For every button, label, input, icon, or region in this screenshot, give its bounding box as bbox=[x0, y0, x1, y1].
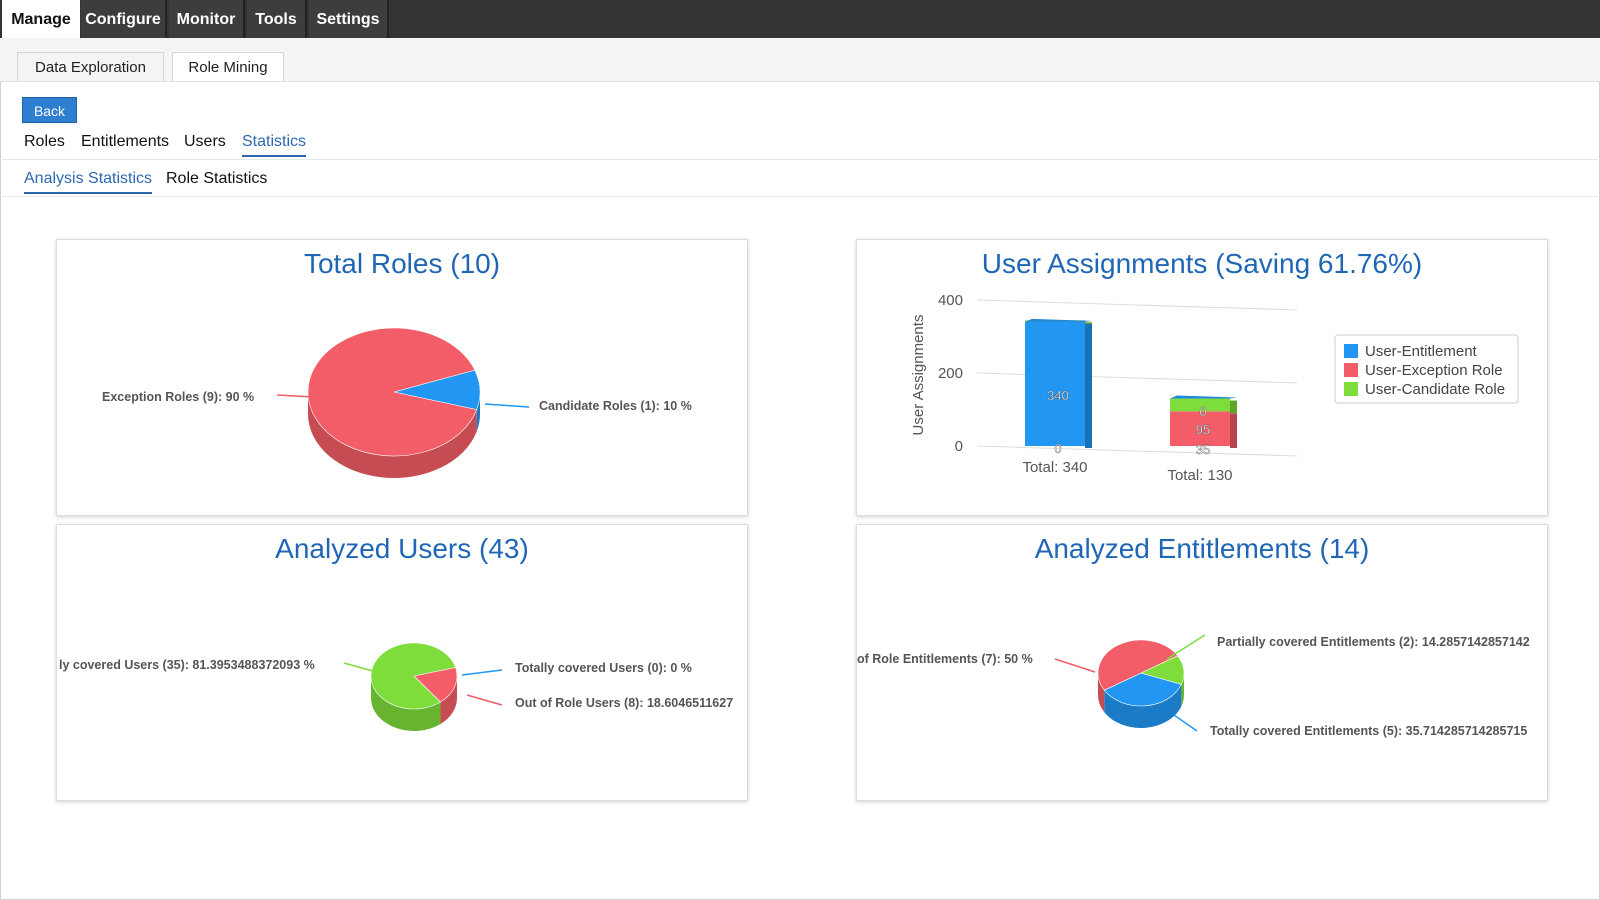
x-category-label: Total: 340 bbox=[1022, 459, 1087, 476]
bar-data-label: 35 bbox=[1196, 442, 1210, 457]
label-line-exception bbox=[276, 394, 314, 398]
y-axis-title: User Assignments bbox=[910, 315, 927, 436]
analyzed-entitlements-pie-chart: of Role Entitlements (7): 50 % Partially… bbox=[857, 634, 1530, 738]
gridline-400 bbox=[976, 299, 1298, 311]
user-assignments-bar-chart: 400 200 0 User Assignments Total: 340 Total: … bbox=[910, 292, 1519, 484]
bar-top-1 bbox=[1170, 395, 1237, 399]
panel-analyzed-entitlements: Analyzed Entitlements (14) of Role Entit… bbox=[856, 524, 1548, 801]
legend-swatch-1 bbox=[1344, 363, 1358, 377]
label-line-partially-covered-entitlements bbox=[1166, 634, 1206, 660]
label-line-partially-covered-users bbox=[343, 662, 381, 674]
legend-swatch-0 bbox=[1344, 344, 1358, 358]
label-line-totally-covered-users bbox=[461, 669, 503, 676]
bar-1-user-exception-role[interactable] bbox=[1170, 411, 1230, 446]
bar-data-label: 0 bbox=[1054, 441, 1061, 456]
label-line-totally-covered-entitlements bbox=[1173, 714, 1198, 732]
back-button[interactable]: Back bbox=[22, 97, 77, 123]
chart-title-analyzed-users: Analyzed Users (43) bbox=[275, 533, 529, 564]
label-line-out-of-role-users bbox=[466, 694, 503, 706]
legend-label-0: User-Entitlement bbox=[1365, 343, 1478, 360]
analyzed-users-slice-out-of-role-users[interactable] bbox=[413, 667, 458, 703]
slice-label-exception-roles: Exception Roles (9): 90 % bbox=[102, 390, 254, 404]
panel-user-assignments: User Assignments (Saving 61.76%) 400 200 0… bbox=[856, 239, 1548, 516]
tab-analysis-statistics[interactable]: Analysis Statistics bbox=[24, 170, 153, 194]
legend-label-2: User-Candidate Role bbox=[1365, 381, 1505, 398]
bar-data-label: 340 bbox=[1047, 388, 1069, 403]
bar-side-1-1 bbox=[1230, 413, 1237, 448]
bar-1-user-candidate-role[interactable] bbox=[1170, 398, 1230, 412]
chart-title-user-assignments: User Assignments (Saving 61.76%) bbox=[981, 248, 1423, 279]
bar-0-user-entitlement[interactable] bbox=[1025, 321, 1085, 446]
analyzed-entitlements-side-partially-covered-entitlements-0 bbox=[1181, 673, 1184, 707]
bar-side-1-2 bbox=[1230, 400, 1237, 414]
nav-tab-settings[interactable]: Settings bbox=[309, 0, 389, 38]
total-roles-slice-exception-roles[interactable] bbox=[307, 327, 478, 457]
gridline-0 bbox=[976, 445, 1298, 457]
total-roles-side-exception-roles-0 bbox=[308, 392, 477, 479]
analyzed-users-side-out-of-role-users-0 bbox=[440, 676, 457, 724]
slice-label-totally-covered-entitlements: Totally covered Entitlements (5): 35.714… bbox=[1210, 724, 1527, 738]
label-line-out-of-role-entitlements bbox=[1054, 658, 1096, 673]
y-tick-label: 0 bbox=[955, 438, 963, 455]
panel-total-roles: Total Roles (10) Exception Roles (9): 90… bbox=[56, 239, 748, 516]
statistics-subtabs: Analysis Statistics Role Statistics bbox=[0, 166, 1600, 197]
slice-label-out-of-role-entitlements: of Role Entitlements (7): 50 % bbox=[857, 652, 1033, 666]
chart-title-total-roles: Total Roles (10) bbox=[303, 248, 501, 279]
nav-tab-monitor[interactable]: Monitor bbox=[169, 0, 245, 38]
tab-role-statistics[interactable]: Role Statistics bbox=[166, 170, 268, 187]
slice-label-candidate-roles: Candidate Roles (1): 10 % bbox=[539, 399, 692, 413]
slice-label-partially-covered-entitlements: Partially covered Entitlements (2): 14.2… bbox=[1217, 635, 1530, 649]
y-tick-label: 200 bbox=[938, 365, 963, 382]
tab-statistics[interactable]: Statistics bbox=[242, 133, 307, 157]
legend-swatch-2 bbox=[1344, 382, 1358, 396]
panel-analyzed-users: Analyzed Users (43) ly covered Users (35… bbox=[56, 524, 748, 801]
subtab-role-mining[interactable]: Role Mining bbox=[172, 52, 284, 81]
section-tabs: Roles Entitlements Users Statistics bbox=[0, 129, 1600, 160]
tab-users[interactable]: Users bbox=[184, 133, 226, 150]
subtab-data-exploration[interactable]: Data Exploration bbox=[17, 52, 164, 81]
analyzed-users-side-partially-covered-users-0 bbox=[371, 676, 441, 731]
analyzed-entitlements-slice-out-of-role-entitlements[interactable] bbox=[1097, 639, 1179, 691]
nav-tab-configure[interactable]: Configure bbox=[81, 0, 167, 38]
slice-label-out-of-role-users: Out of Role Users (8): 18.6046511627 bbox=[515, 696, 733, 710]
top-nav: Manage Configure Monitor Tools Settings bbox=[0, 0, 1600, 38]
legend-label-1: User-Exception Role bbox=[1365, 362, 1503, 379]
slice-label-totally-covered-users: Totally covered Users (0): 0 % bbox=[515, 661, 692, 675]
analyzed-entitlements-slice-partially-covered-entitlements[interactable] bbox=[1140, 655, 1185, 685]
label-line-candidate bbox=[484, 403, 530, 408]
bar-top-0 bbox=[1025, 318, 1092, 322]
chart-title-analyzed-entitlements: Analyzed Entitlements (14) bbox=[1034, 533, 1370, 564]
bar-side-0-2 bbox=[1085, 322, 1092, 324]
total-roles-pie-chart: Exception Roles (9): 90 % Candidate Role… bbox=[102, 327, 692, 479]
bar-data-label: 0 bbox=[1199, 404, 1206, 419]
x-category-label: Total: 130 bbox=[1167, 467, 1232, 484]
y-tick-label: 400 bbox=[938, 292, 963, 309]
nav-tab-manage[interactable]: Manage bbox=[2, 0, 80, 38]
tab-entitlements[interactable]: Entitlements bbox=[81, 133, 170, 150]
analyzed-users-slice-partially-covered-users[interactable] bbox=[370, 642, 456, 710]
tab-roles[interactable]: Roles bbox=[24, 133, 65, 150]
slice-label-partially-covered-users: ly covered Users (35): 81.3953488372093 … bbox=[59, 658, 315, 672]
nav-tab-tools[interactable]: Tools bbox=[247, 0, 307, 38]
bar-side-0-0 bbox=[1085, 323, 1092, 448]
bar-data-label: 95 bbox=[1196, 422, 1210, 437]
legend-box bbox=[1334, 334, 1519, 404]
analyzed-users-pie-chart: ly covered Users (35): 81.3953488372093 … bbox=[59, 642, 733, 731]
